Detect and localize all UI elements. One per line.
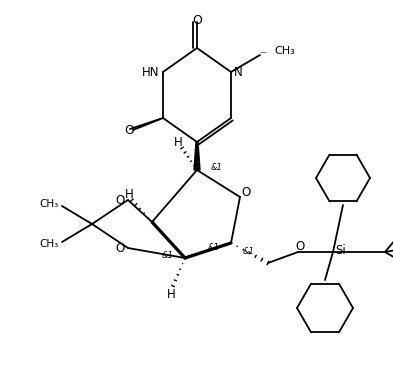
Text: O: O <box>296 241 305 254</box>
Text: &1: &1 <box>161 251 173 260</box>
Text: H: H <box>167 288 175 301</box>
Text: CH₃: CH₃ <box>40 199 59 209</box>
Text: Si: Si <box>335 244 346 257</box>
Text: O: O <box>192 15 202 28</box>
Text: H: H <box>174 137 182 150</box>
Text: CH₃: CH₃ <box>40 239 59 249</box>
Text: &1: &1 <box>211 163 223 172</box>
Text: HN: HN <box>141 66 159 78</box>
Text: O: O <box>116 241 125 254</box>
Text: H: H <box>125 188 133 201</box>
Text: O: O <box>116 194 125 207</box>
Text: —: — <box>259 49 266 55</box>
Text: &1: &1 <box>207 244 219 253</box>
Text: &1: &1 <box>243 247 255 256</box>
Text: O: O <box>241 186 251 200</box>
Polygon shape <box>194 142 200 170</box>
Text: O: O <box>124 123 134 137</box>
Text: CH₃: CH₃ <box>274 46 295 56</box>
Text: N: N <box>234 66 243 78</box>
